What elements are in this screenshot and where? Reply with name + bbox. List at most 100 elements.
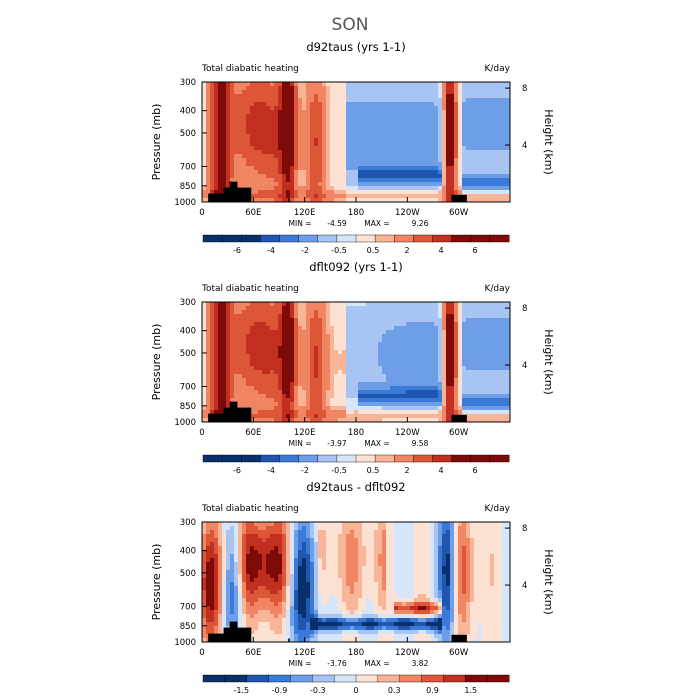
heatmap-cell	[270, 326, 275, 331]
heatmap-cell	[406, 134, 411, 139]
heatmap-cell	[262, 326, 267, 331]
heatmap-cell	[354, 346, 359, 351]
heatmap-cell	[370, 94, 375, 99]
heatmap-cell	[394, 386, 399, 391]
heatmap-cell	[434, 110, 439, 115]
heatmap-cell	[318, 302, 323, 307]
heatmap-cell	[450, 126, 455, 131]
heatmap-cell	[406, 158, 411, 163]
heatmap-cell	[422, 330, 427, 335]
heatmap-cell	[246, 142, 251, 147]
heatmap-cell	[358, 102, 363, 107]
heatmap-cell	[242, 342, 247, 347]
heatmap-cell	[262, 338, 267, 343]
heatmap-cell	[406, 102, 411, 107]
heatmap-cell	[242, 330, 247, 335]
heatmap-cell	[306, 370, 311, 375]
heatmap-cell	[290, 374, 295, 379]
heatmap-cell	[470, 198, 475, 203]
heatmap-cell	[322, 118, 327, 123]
heatmap-cell	[290, 146, 295, 151]
heatmap-cell	[486, 182, 491, 187]
heatmap-cell	[342, 342, 347, 347]
heatmap-cell	[282, 122, 287, 127]
heatmap-cell	[434, 418, 439, 423]
heatmap-cell	[306, 194, 311, 199]
heatmap-cell	[458, 162, 463, 167]
heatmap-cell	[506, 398, 511, 403]
heatmap-cell	[334, 378, 339, 383]
heatmap-cell	[286, 198, 291, 203]
heatmap-cell	[262, 398, 267, 403]
heatmap-cell	[282, 102, 287, 107]
heatmap-cell	[438, 326, 443, 331]
heatmap-cell	[314, 126, 319, 131]
heatmap-cell	[478, 166, 483, 171]
heatmap-cell	[450, 146, 455, 151]
heatmap-cell	[366, 410, 371, 415]
heatmap-cell	[258, 170, 263, 175]
heatmap-cell	[494, 402, 499, 407]
heatmap-cell	[506, 410, 511, 415]
heatmap-cell	[414, 410, 419, 415]
heatmap-cell	[462, 302, 467, 307]
heatmap-cell	[410, 194, 415, 199]
heatmap-cell	[414, 390, 419, 395]
heatmap-cell	[438, 386, 443, 391]
heatmap-cell	[266, 342, 271, 347]
heatmap-cell	[362, 106, 367, 111]
heatmap-cell	[478, 154, 483, 159]
heatmap-cell	[246, 130, 251, 135]
heatmap-cell	[438, 370, 443, 375]
heatmap-cell	[398, 302, 403, 307]
heatmap-cell	[406, 322, 411, 327]
heatmap-cell	[310, 174, 315, 179]
heatmap-cell	[274, 374, 279, 379]
heatmap-cell	[298, 154, 303, 159]
heatmap-cell	[442, 90, 447, 95]
heatmap-cell	[394, 418, 399, 423]
heatmap-cell	[414, 130, 419, 135]
heatmap-cell	[374, 170, 379, 175]
heatmap-cell	[474, 330, 479, 335]
heatmap-cell	[322, 166, 327, 171]
heatmap-cell	[266, 194, 271, 199]
heatmap-cell	[490, 322, 495, 327]
heatmap-cell	[394, 82, 399, 87]
heatmap-cell	[426, 170, 431, 175]
heatmap-cell	[354, 90, 359, 95]
heatmap-cell	[206, 390, 211, 395]
heatmap-cell	[322, 178, 327, 183]
heatmap-cell	[294, 386, 299, 391]
heatmap-cell	[494, 182, 499, 187]
heatmap-cell	[362, 406, 367, 411]
heatmap-cell	[318, 166, 323, 171]
heatmap-cell	[242, 306, 247, 311]
heatmap-cell	[422, 314, 427, 319]
heatmap-cell	[414, 90, 419, 95]
heatmap-cell	[354, 82, 359, 87]
heatmap-cell	[350, 134, 355, 139]
heatmap-cell	[342, 330, 347, 335]
max-value: 9.58	[412, 439, 429, 448]
heatmap-cell	[450, 182, 455, 187]
heatmap-cell	[482, 102, 487, 107]
heatmap-cell	[382, 522, 387, 527]
heatmap-cell	[210, 342, 215, 347]
heatmap-cell	[222, 146, 227, 151]
heatmap-cell	[410, 386, 415, 391]
heatmap-cell	[362, 338, 367, 343]
heatmap-cell	[322, 302, 327, 307]
heatmap-cell	[326, 346, 331, 351]
heatmap-cell	[338, 394, 343, 399]
heatmap-cell	[366, 154, 371, 159]
heatmap-cell	[242, 134, 247, 139]
heatmap-cell	[382, 98, 387, 103]
heatmap-cell	[242, 102, 247, 107]
heatmap-cell	[482, 394, 487, 399]
heatmap-cell	[230, 86, 235, 91]
heatmap-cell	[330, 166, 335, 171]
heatmap-cell	[214, 114, 219, 119]
heatmap-cell	[314, 354, 319, 359]
heatmap-cell	[330, 330, 335, 335]
